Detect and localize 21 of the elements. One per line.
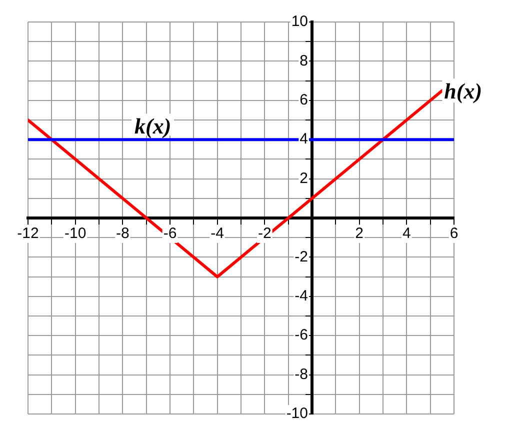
y-tick-label: -2 (294, 248, 308, 266)
x-tick-label: -10 (64, 225, 86, 242)
x-tick-label: -8 (116, 225, 130, 242)
y-tick-label: 2 (300, 170, 308, 187)
y-tick-label: -8 (294, 366, 308, 383)
y-tick-label: -10 (286, 405, 308, 422)
y-tick-label: -4 (294, 288, 308, 305)
x-tick-label: 2 (355, 225, 364, 242)
y-tick-label: 10 (291, 13, 308, 30)
x-tick-label: 6 (450, 225, 458, 242)
x-tick-label: -12 (17, 225, 39, 242)
series-label: h(x) (444, 78, 482, 104)
x-tick-label: -4 (210, 225, 224, 242)
y-tick-label: 8 (300, 52, 308, 70)
x-tick-label: -2 (258, 225, 272, 242)
y-tick-label: 4 (300, 130, 308, 148)
y-tick-label: -6 (294, 326, 308, 344)
x-tick-label: -6 (163, 225, 177, 242)
x-tick-label: 4 (402, 225, 411, 242)
y-tick-label: 6 (300, 92, 308, 109)
series-label: k(x) (134, 114, 172, 139)
